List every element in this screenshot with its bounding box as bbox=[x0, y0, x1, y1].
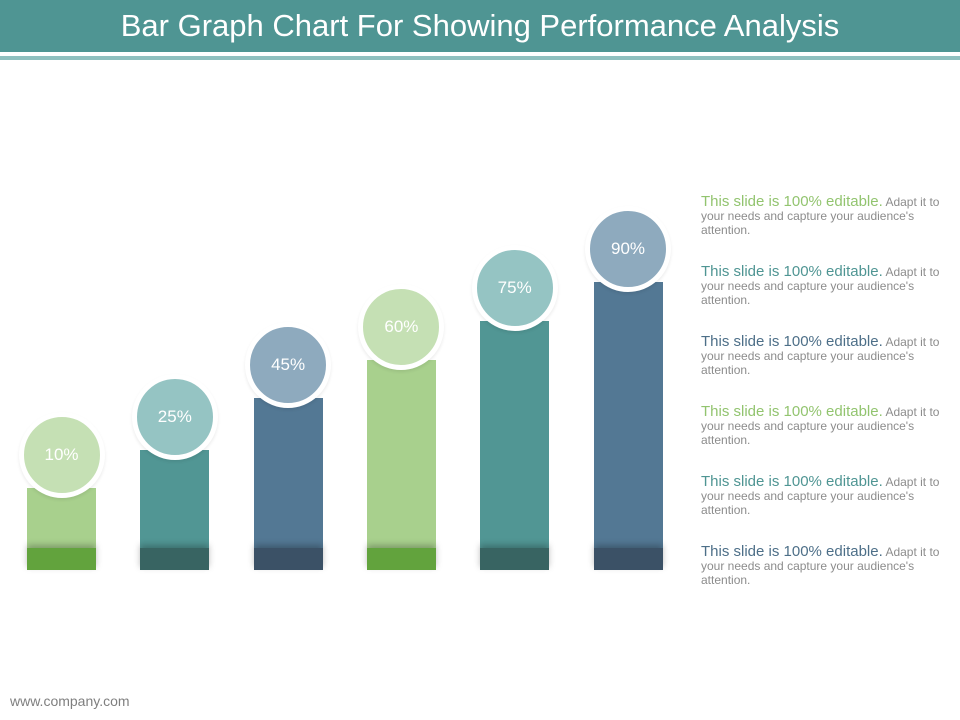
bar bbox=[366, 359, 436, 570]
note-text: Adapt it to your needs and capture your … bbox=[701, 475, 940, 517]
note-item: This slide is 100% editable. Adapt it to… bbox=[701, 543, 941, 587]
note-highlight: This slide is 100% editable. bbox=[701, 543, 883, 560]
note-highlight: This slide is 100% editable. bbox=[701, 193, 883, 210]
page-title: Bar Graph Chart For Showing Performance … bbox=[120, 8, 840, 43]
note-text: Adapt it to your needs and capture your … bbox=[701, 335, 940, 377]
data-label-circle: 45% bbox=[245, 322, 332, 409]
data-label-circle: 75% bbox=[471, 244, 558, 331]
note-item: This slide is 100% editable. Adapt it to… bbox=[701, 403, 941, 447]
note-highlight: This slide is 100% editable. bbox=[701, 403, 883, 420]
note-item: This slide is 100% editable. Adapt it to… bbox=[701, 333, 941, 377]
note-text: Adapt it to your needs and capture your … bbox=[701, 405, 940, 447]
header-divider bbox=[0, 56, 960, 60]
bar-base bbox=[366, 548, 436, 570]
note-text: Adapt it to your needs and capture your … bbox=[701, 545, 940, 587]
bar bbox=[593, 282, 663, 570]
title-bar: Bar Graph Chart For Showing Performance … bbox=[0, 0, 960, 52]
bar-base bbox=[140, 548, 210, 570]
data-label-circle: 60% bbox=[358, 283, 445, 370]
note-highlight: This slide is 100% editable. bbox=[701, 263, 883, 280]
data-label-circle: 90% bbox=[585, 206, 671, 293]
note-highlight: This slide is 100% editable. bbox=[701, 473, 883, 490]
footer-url: www.company.com bbox=[10, 693, 130, 709]
note-item: This slide is 100% editable. Adapt it to… bbox=[701, 193, 941, 237]
note-item: This slide is 100% editable. Adapt it to… bbox=[701, 263, 941, 307]
note-text: Adapt it to your needs and capture your … bbox=[701, 195, 940, 237]
bar bbox=[480, 320, 550, 570]
note-item: This slide is 100% editable. Adapt it to… bbox=[701, 473, 941, 517]
note-highlight: This slide is 100% editable. bbox=[701, 333, 883, 350]
data-label-circle: 10% bbox=[18, 412, 105, 499]
bar bbox=[253, 398, 323, 570]
data-label-circle: 25% bbox=[131, 373, 218, 460]
bar-base bbox=[593, 548, 663, 570]
bar-base bbox=[480, 548, 550, 570]
bar-base bbox=[253, 548, 323, 570]
bar-base bbox=[27, 548, 96, 570]
note-text: Adapt it to your needs and capture your … bbox=[701, 265, 940, 307]
